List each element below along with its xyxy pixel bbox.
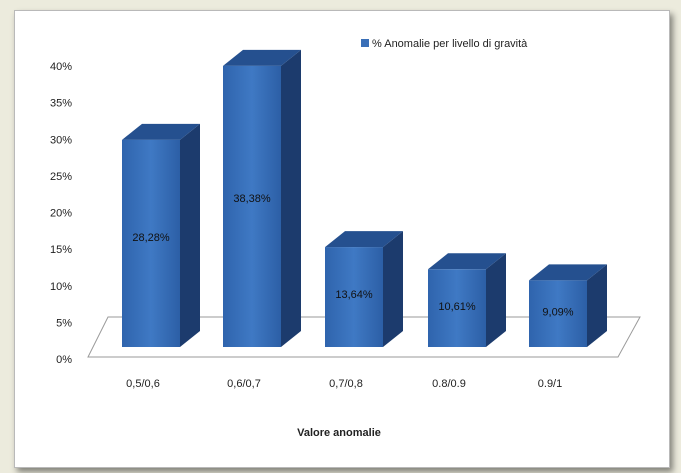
x-axis-title: Valore anomalie (297, 427, 381, 439)
data-label: 28,28% (132, 232, 170, 244)
bar-side (281, 49, 301, 347)
x-tick-label: 0.9/1 (538, 378, 562, 390)
bar (428, 253, 506, 347)
legend-label: % Anomalie per livello di gravità (372, 38, 528, 50)
x-tick-label: 0,7/0,8 (329, 378, 363, 390)
y-tick-label: 0% (56, 354, 72, 366)
y-tick-label: 30% (50, 134, 72, 146)
bar-front (529, 280, 587, 347)
bar-side (587, 264, 607, 347)
data-label: 38,38% (233, 193, 271, 205)
bar-side (486, 253, 506, 347)
legend-swatch (361, 39, 369, 47)
y-tick-label: 15% (50, 244, 72, 256)
bar (122, 123, 200, 347)
bar-top (428, 253, 506, 270)
bar-front (223, 65, 281, 347)
bar (529, 264, 607, 347)
bar-top (529, 264, 607, 281)
data-label: 13,64% (335, 289, 373, 301)
bar-front (325, 247, 383, 347)
bar-top (122, 123, 200, 140)
x-tick-label: 0.8/0.9 (432, 378, 466, 390)
x-tick-label: 0,6/0,7 (227, 378, 261, 390)
bar-front (122, 139, 180, 347)
data-label: 10,61% (438, 301, 476, 313)
bar-top (223, 49, 301, 66)
data-label: 9,09% (542, 307, 573, 319)
y-tick-label: 20% (50, 208, 72, 220)
bar (223, 49, 301, 347)
x-tick-label: 0,5/0,6 (126, 378, 160, 390)
y-tick-label: 10% (50, 281, 72, 293)
y-tick-label: 25% (50, 171, 72, 183)
legend: % Anomalie per livello di gravità (361, 38, 528, 50)
bar-side (180, 123, 200, 347)
bar-top (325, 231, 403, 248)
bar-front (428, 269, 486, 347)
y-tick-label: 5% (56, 317, 72, 329)
bar (325, 231, 403, 347)
bar-side (383, 231, 403, 347)
y-tick-label: 35% (50, 98, 72, 110)
y-tick-label: 40% (50, 61, 72, 73)
